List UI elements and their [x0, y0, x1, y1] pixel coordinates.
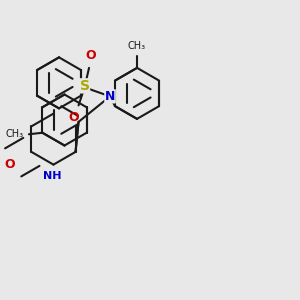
Text: CH₃: CH₃: [128, 41, 146, 51]
Text: O: O: [4, 158, 15, 171]
Text: NH: NH: [43, 171, 61, 181]
Text: O: O: [85, 50, 96, 62]
Text: N: N: [105, 90, 115, 103]
Text: O: O: [69, 111, 80, 124]
Text: CH₃: CH₃: [5, 129, 23, 139]
Text: S: S: [80, 79, 89, 93]
Text: NH: NH: [43, 171, 61, 181]
